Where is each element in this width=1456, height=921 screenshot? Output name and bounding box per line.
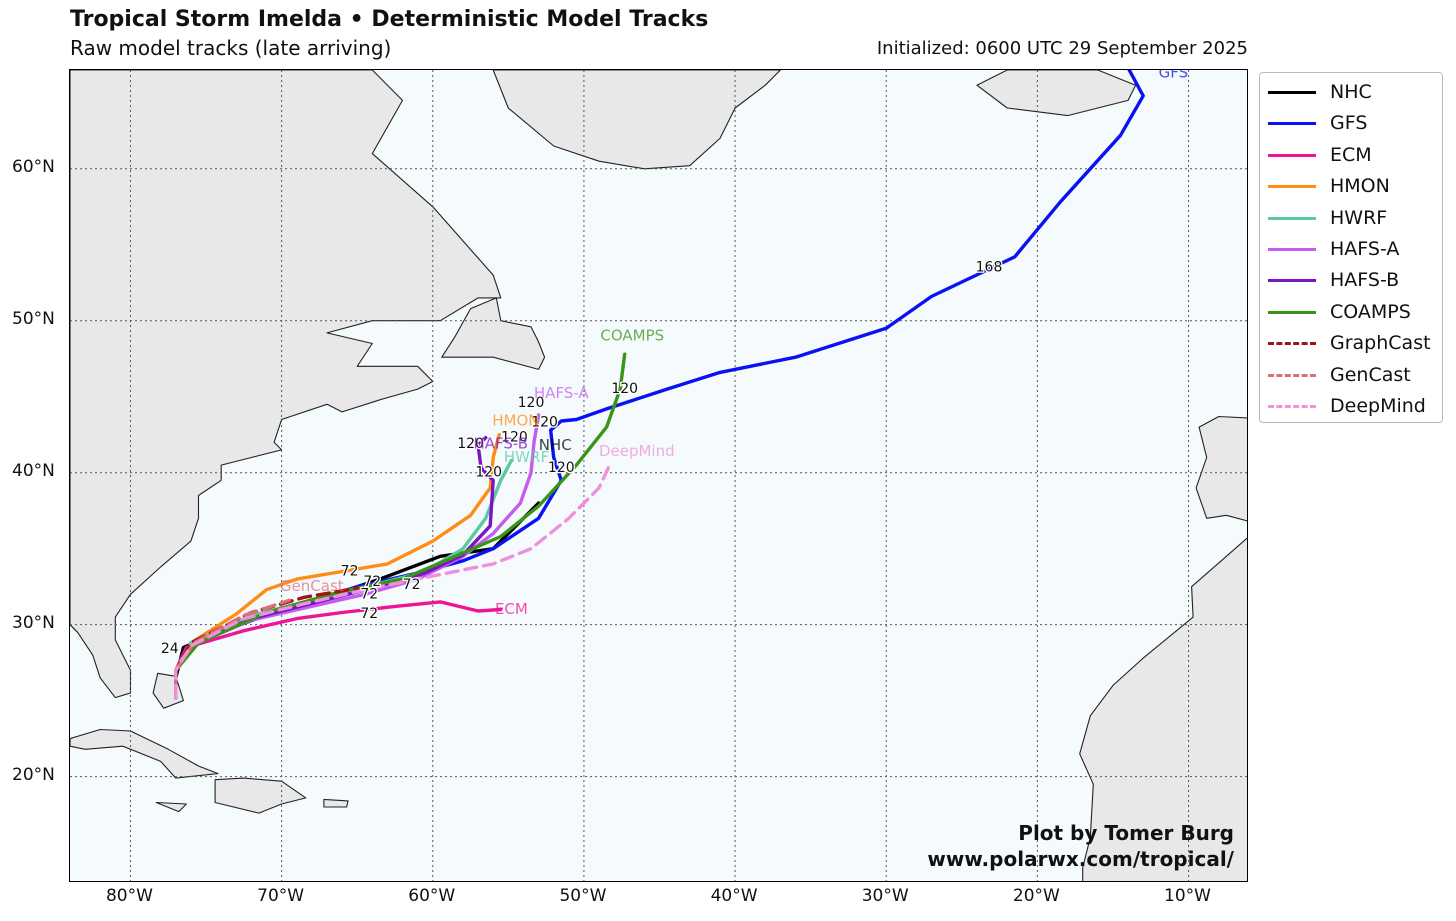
track-end-label: NHC — [539, 436, 572, 454]
landmass-jamaica — [155, 801, 187, 813]
landmass-greenland — [492, 70, 781, 170]
landmass-puerto-rico — [323, 798, 349, 808]
legend-label: GFS — [1330, 112, 1368, 135]
forecast-hour-label: 72 — [403, 577, 421, 593]
legend-label: NHC — [1330, 81, 1372, 103]
legend-item-hafs-b: HAFS-B — [1268, 266, 1438, 294]
forecast-hour-label: 120 — [457, 436, 484, 452]
legend-label: HAFS-B — [1330, 269, 1400, 292]
legend-swatch — [1268, 310, 1316, 314]
landmass-iceland — [976, 70, 1137, 117]
credit-url: www.polarwx.com/tropical/ — [927, 847, 1234, 871]
lon-tick-label: 40°W — [710, 886, 758, 906]
chart-title: Tropical Storm Imelda • Deterministic Mo… — [70, 7, 709, 32]
legend-item-ecm: ECM — [1268, 141, 1438, 169]
track-ecm — [174, 600, 503, 700]
track-end-label: HAFS-B — [473, 434, 528, 452]
legend-label: COAMPS — [1330, 300, 1411, 323]
legend-item-hafs-a: HAFS-A — [1268, 235, 1438, 263]
landmass-newfoundland — [441, 297, 546, 370]
legend-swatch — [1268, 373, 1316, 377]
legend-item-gencast: GenCast — [1268, 361, 1438, 389]
init-time: Initialized: 0600 UTC 29 September 2025 — [876, 38, 1248, 59]
landmass-bahamas — [152, 672, 184, 709]
legend-label: ECM — [1330, 143, 1372, 166]
track-end-label: ECM — [495, 600, 528, 618]
lon-tick-label: 20°W — [1012, 886, 1060, 906]
legend-label: HWRF — [1330, 206, 1388, 229]
forecast-hour-label: 120 — [611, 381, 638, 397]
forecast-hour-label: 24 — [161, 641, 179, 657]
forecast-hour-label: 120 — [475, 465, 502, 481]
forecast-hour-label: 120 — [531, 415, 558, 431]
forecast-hour-label: 120 — [518, 395, 545, 411]
legend-label: GenCast — [1330, 363, 1411, 386]
legend-item-nhc: NHC — [1268, 78, 1438, 106]
track-end-label: DeepMind — [599, 442, 675, 460]
legend-label: HAFS-A — [1330, 238, 1400, 260]
lat-tick-label: 40°N — [12, 460, 55, 481]
lat-tick-label: 50°N — [12, 308, 55, 329]
lon-tick-label: 60°W — [408, 886, 456, 906]
lon-tick-label: 70°W — [257, 886, 305, 906]
landmass-cuba — [70, 728, 219, 779]
credit-author: Plot by Tomer Burg — [1018, 821, 1234, 845]
land-layer — [70, 70, 1247, 881]
track-layer — [174, 70, 1145, 700]
legend-swatch — [1268, 279, 1316, 283]
track-end-label: GenCast — [280, 577, 344, 595]
legend-swatch — [1268, 185, 1316, 189]
track-deepmind — [174, 463, 612, 700]
legend-label: DeepMind — [1330, 395, 1426, 417]
lon-tick-label: 10°W — [1164, 886, 1212, 906]
legend-label: HMON — [1330, 175, 1390, 198]
forecast-hour-label: 120 — [548, 460, 575, 476]
lat-tick-label: 30°N — [12, 612, 55, 633]
lat-tick-label: 60°N — [12, 156, 55, 177]
legend-swatch — [1268, 153, 1316, 157]
forecast-hour-label: 72 — [341, 564, 359, 580]
legend-item-graphcast: GraphCast — [1268, 329, 1438, 357]
forecast-hour-label: 120 — [501, 430, 528, 446]
legend-item-hwrf: HWRF — [1268, 204, 1438, 232]
legend-item-coamps: COAMPS — [1268, 298, 1438, 326]
legend-item-gfs: GFS — [1268, 109, 1438, 137]
lon-tick-label: 80°W — [105, 886, 153, 906]
legend-swatch — [1268, 91, 1316, 94]
legend-swatch — [1268, 248, 1316, 251]
landmass-hispaniola — [214, 777, 307, 814]
legend-item-hmon: HMON — [1268, 172, 1438, 200]
forecast-hour-label: 168 — [976, 260, 1003, 276]
map-panel[interactable]: 24 72 NHC 72 120 120 168 GFS 72 ECM 72 120 HMON HWRF 1… — [69, 69, 1248, 882]
landmass-iberia — [1195, 415, 1247, 522]
track-end-label: GFS — [1159, 70, 1189, 82]
lat-tick-label: 20°N — [12, 764, 55, 785]
forecast-hour-label: 72 — [360, 586, 378, 602]
track-hafs-b — [174, 436, 495, 700]
lon-tick-label: 30°W — [861, 886, 909, 906]
legend-swatch — [1268, 342, 1316, 346]
legend-swatch — [1268, 405, 1316, 408]
legend-swatch — [1268, 216, 1316, 220]
chart-subtitle: Raw model tracks (late arriving) — [70, 36, 392, 60]
legend-swatch — [1268, 122, 1316, 126]
track-end-label: HAFS-A — [534, 384, 590, 402]
legend-item-deepmind: DeepMind — [1268, 392, 1438, 420]
landmass-africa — [1079, 537, 1247, 881]
track-end-label: HWRF — [504, 448, 549, 466]
track-end-label: HMON — [492, 412, 539, 430]
track-end-label: COAMPS — [600, 326, 664, 344]
lon-tick-label: 50°W — [559, 886, 607, 906]
forecast-hour-label: 72 — [360, 606, 378, 622]
forecast-hour-label: 72 — [363, 574, 381, 590]
legend-label: GraphCast — [1330, 332, 1431, 355]
legend: NHC GFS ECM HMON HWRF HAFS-A HAFS-B COAMPS Graph… — [1259, 72, 1443, 423]
